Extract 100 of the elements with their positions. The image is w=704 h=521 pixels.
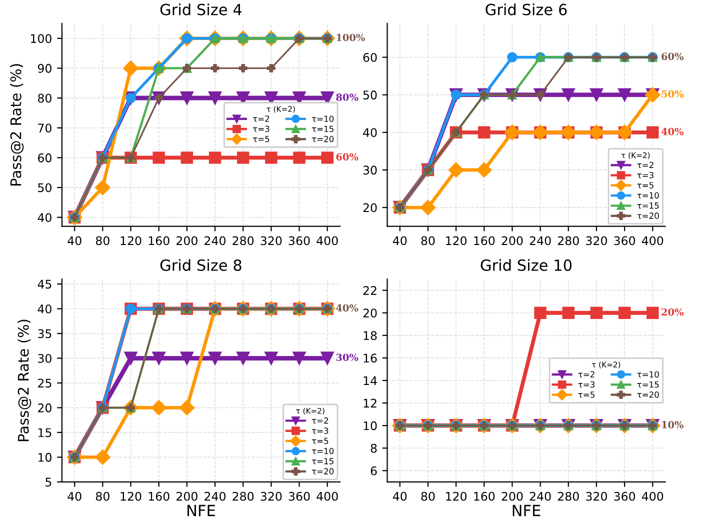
x-tick-label: 360	[288, 236, 310, 246]
y-tick-label: 80	[38, 94, 52, 103]
x-tick-label: 320	[586, 236, 607, 246]
chart-title: Grid Size 10	[480, 259, 572, 271]
legend-label: τ=5	[252, 136, 270, 142]
x-tick-label: 80	[421, 236, 435, 246]
x-tick-label: 80	[96, 236, 110, 246]
x-tick-label: 240	[530, 236, 551, 246]
legend-label: τ=2	[578, 371, 594, 378]
x-tick-label: 80	[96, 492, 110, 501]
legend-label: τ=5	[578, 392, 594, 398]
chart-title: Grid Size 8	[160, 259, 242, 271]
y-tick-label: 5	[46, 478, 52, 487]
x-tick-label: 280	[232, 492, 254, 501]
annotation: 100%	[336, 34, 365, 42]
y-axis-title: Pass@2 Rate (%)	[10, 64, 24, 186]
y-tick-label: 25	[38, 378, 52, 388]
annotation: 80%	[336, 93, 358, 101]
annotation: 50%	[662, 90, 684, 98]
legend-label: τ=10	[637, 192, 659, 199]
x-tick-label: 360	[288, 492, 310, 501]
y-tick-label: 8	[370, 444, 377, 453]
legend-label: τ=2	[252, 116, 270, 122]
x-tick-label: 120	[120, 236, 142, 246]
y-axis-title: Pass@2 Rate (%)	[18, 320, 32, 442]
annotation: 60%	[662, 52, 684, 60]
y-tick-label: 50	[38, 183, 52, 192]
chart-title: Grid Size 6	[486, 4, 567, 16]
x-tick-label: 400	[316, 492, 338, 501]
x-tick-label: 40	[392, 236, 407, 246]
y-tick-label: 40	[363, 128, 377, 138]
y-tick-label: 22	[363, 286, 376, 295]
legend-label: τ=15	[312, 126, 334, 132]
y-tick-label: 20	[363, 308, 377, 318]
legend-label: τ=20	[312, 136, 334, 142]
y-tick-label: 35	[38, 329, 52, 338]
x-tick-label: 280	[558, 236, 579, 246]
x-tick-label: 320	[260, 492, 282, 501]
x-tick-label: 400	[642, 236, 664, 246]
x-tick-label: 240	[204, 236, 226, 246]
x-tick-label: 120	[120, 492, 142, 501]
legend-label: τ=10	[312, 116, 334, 122]
legend-label: τ=3	[252, 126, 270, 132]
x-tick-label: 360	[614, 236, 636, 246]
x-tick-label: 400	[642, 492, 664, 501]
legend-label: τ=3	[312, 428, 328, 434]
y-tick-label: 18	[364, 331, 377, 340]
y-tick-label: 12	[364, 398, 376, 408]
x-tick-label: 160	[474, 492, 495, 501]
legend-label: τ=10	[312, 448, 334, 454]
x-tick-label: 360	[614, 492, 636, 501]
annotation: 10%	[662, 421, 684, 428]
legend-label: τ=2	[312, 417, 328, 424]
annotation: 20%	[662, 308, 684, 316]
y-tick-label: 15	[38, 428, 52, 438]
y-tick-label: 30	[363, 166, 377, 175]
legend-label: τ=3	[578, 381, 595, 388]
legend-label: τ=20	[312, 468, 334, 474]
legend-label: τ=15	[637, 381, 659, 388]
y-tick-label: 60	[38, 153, 52, 162]
legend-label: τ=10	[637, 371, 659, 378]
x-tick-label: 280	[558, 492, 579, 501]
x-tick-label: 200	[502, 492, 523, 501]
y-tick-label: 70	[38, 124, 52, 133]
x-tick-label: 160	[148, 236, 170, 246]
x-tick-label: 160	[148, 492, 170, 501]
legend-label: τ=15	[637, 202, 659, 209]
legend-label: τ=3	[637, 172, 654, 178]
legend-label: τ=15	[312, 458, 334, 464]
y-tick-label: 10	[364, 421, 377, 430]
x-tick-label: 400	[316, 236, 338, 246]
y-tick-label: 6	[370, 466, 377, 476]
x-tick-label: 40	[68, 492, 82, 501]
annotation: 30%	[336, 354, 358, 362]
x-tick-label: 120	[446, 236, 467, 246]
x-tick-label: 40	[68, 236, 82, 246]
legend-label: τ=5	[637, 182, 654, 188]
y-tick-label: 60	[363, 52, 377, 62]
x-axis-title: NFE	[188, 504, 215, 516]
legend-label: τ=20	[637, 391, 659, 398]
annotation: 60%	[336, 153, 358, 161]
y-tick-label: 16	[364, 354, 377, 363]
y-tick-label: 45	[38, 280, 52, 289]
x-tick-label: 200	[502, 236, 523, 246]
x-tick-label: 240	[530, 492, 551, 501]
annotation: 40%	[661, 128, 684, 136]
x-tick-label: 200	[176, 492, 198, 501]
y-tick-label: 100	[30, 34, 52, 44]
y-tick-label: 20	[38, 403, 52, 412]
legend-label: τ=2	[637, 162, 654, 168]
x-tick-label: 40	[392, 492, 407, 501]
x-tick-label: 80	[421, 492, 435, 501]
legend-label: τ=20	[637, 212, 659, 219]
y-tick-label: 40	[38, 213, 52, 222]
chart-title: Grid Size 4	[160, 4, 242, 16]
y-tick-label: 14	[364, 376, 377, 385]
y-tick-label: 10	[38, 452, 52, 462]
x-tick-label: 120	[446, 492, 467, 501]
x-tick-label: 320	[586, 492, 607, 501]
x-tick-label: 240	[204, 492, 226, 501]
